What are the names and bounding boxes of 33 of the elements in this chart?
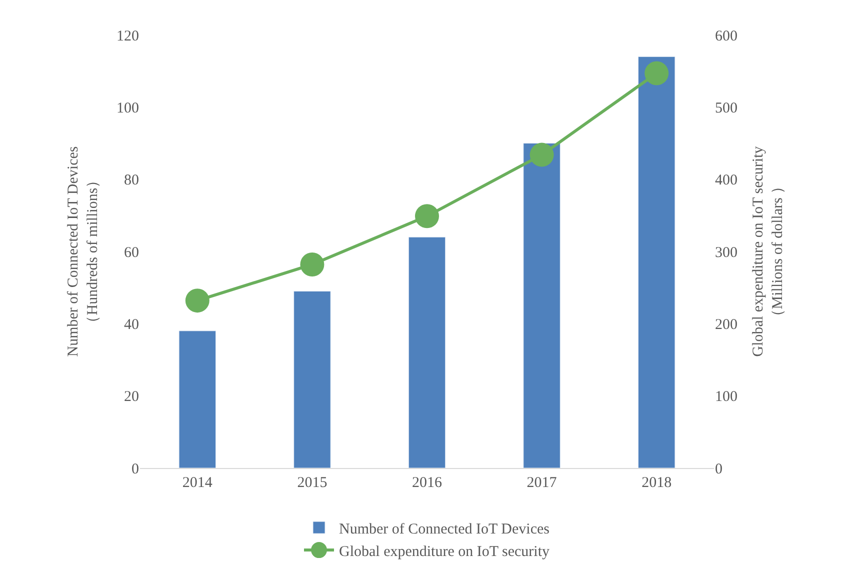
bar bbox=[408, 236, 446, 468]
y-tick-label: 120 bbox=[116, 28, 139, 44]
y2-tick-label: 200 bbox=[715, 316, 738, 333]
bar bbox=[638, 56, 676, 468]
y-tick-label: 100 bbox=[116, 100, 139, 116]
point bbox=[644, 61, 669, 86]
legend-label: Number of Connected IoT Devices bbox=[339, 521, 550, 538]
y-axis-title: Number of Connected IoT Devices （Hundreds of millions） bbox=[65, 146, 101, 357]
point bbox=[300, 252, 324, 276]
x-tick-label: 2018 bbox=[642, 475, 672, 491]
point bbox=[185, 288, 210, 313]
x-tick-label: 2017 bbox=[526, 475, 558, 491]
y2-tick-label: 600 bbox=[715, 28, 738, 44]
y2-tick-label: 0 bbox=[715, 461, 722, 478]
point bbox=[415, 204, 439, 228]
y-tick-label: 80 bbox=[124, 172, 139, 189]
y2-tick-label: 500 bbox=[715, 100, 738, 116]
x-tick-label: 2016 bbox=[412, 475, 442, 491]
y-tick-label: 20 bbox=[124, 389, 139, 406]
legend-label: Global expenditure on IoT security bbox=[339, 544, 550, 560]
y2-tick-label: 400 bbox=[715, 172, 738, 189]
bar bbox=[178, 330, 216, 468]
y2-tick-label: 100 bbox=[715, 389, 738, 406]
point bbox=[530, 142, 554, 167]
y-tick-label: 0 bbox=[132, 461, 139, 478]
bar bbox=[523, 143, 560, 468]
y-tick-label: 60 bbox=[124, 244, 139, 261]
bar bbox=[294, 290, 331, 468]
y-tick-label: 40 bbox=[124, 316, 139, 333]
y2-tick-label: 300 bbox=[715, 244, 738, 261]
x-tick-label: 2014 bbox=[182, 475, 213, 491]
y2-axis-title: Global expenditure on IoT security （Millions of dollars ） bbox=[750, 146, 786, 357]
x-tick-label: 2015 bbox=[297, 475, 328, 491]
